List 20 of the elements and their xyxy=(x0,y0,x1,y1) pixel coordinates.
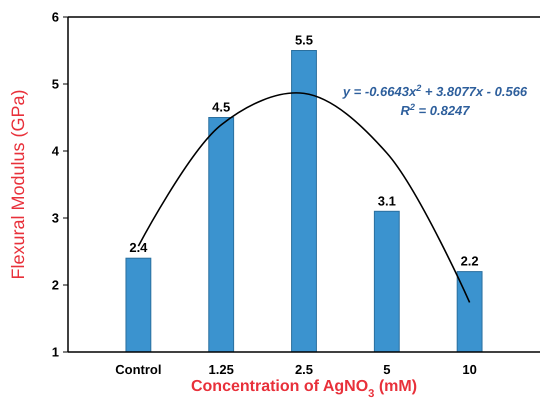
y-tick-label: 1 xyxy=(52,344,59,360)
x-tick-label: 5 xyxy=(383,362,390,377)
y-tick-label: 4 xyxy=(52,144,60,159)
data-label: 2.4 xyxy=(129,240,148,256)
annotation: R$^{2}$ = 0.8247 xyxy=(400,102,470,118)
y-tick-label: 6 xyxy=(52,10,59,25)
y-tick-label: 2 xyxy=(52,278,59,293)
y-tick-label: 3 xyxy=(52,210,59,226)
data-label: 2.2 xyxy=(460,254,479,269)
x-tick-label: 2.5 xyxy=(294,362,314,377)
x-tick-label: Control xyxy=(115,362,162,377)
y-tick-label: 5 xyxy=(52,76,59,92)
data-label: 3.1 xyxy=(378,193,396,208)
x-tick-label: 10 xyxy=(462,362,477,377)
annotation: y = -0.6643x$^{2}$ + 3.8077x - 0.566 xyxy=(342,83,528,99)
data-label: 5.5 xyxy=(294,32,314,48)
y-axis-title: Flexural Modulus (GPa) xyxy=(8,89,28,280)
x-axis-title: Concentration of AgNO$_{3}$ (mM) xyxy=(190,378,418,400)
x-tick-label: 1.25 xyxy=(208,362,234,377)
data-label: 4.5 xyxy=(212,100,230,114)
